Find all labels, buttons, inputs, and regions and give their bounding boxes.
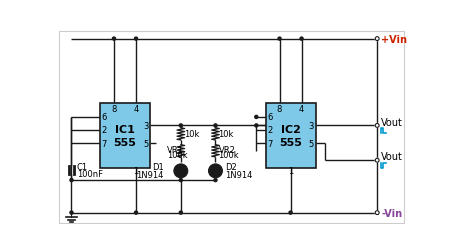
Text: 100k: 100k xyxy=(166,150,187,160)
Circle shape xyxy=(70,179,73,182)
Text: 2: 2 xyxy=(101,126,106,135)
Bar xyxy=(265,103,315,168)
Text: 1: 1 xyxy=(133,167,138,176)
Text: 100k: 100k xyxy=(218,150,239,160)
Text: 8: 8 xyxy=(276,105,281,114)
Text: 3: 3 xyxy=(143,121,148,130)
Circle shape xyxy=(374,159,378,163)
Text: 5: 5 xyxy=(143,139,148,148)
Circle shape xyxy=(70,211,73,214)
Text: VR1: VR1 xyxy=(166,145,184,154)
Circle shape xyxy=(213,179,216,182)
Circle shape xyxy=(179,179,182,182)
Circle shape xyxy=(134,211,137,214)
Polygon shape xyxy=(177,169,184,173)
Circle shape xyxy=(254,116,257,119)
Circle shape xyxy=(299,38,303,41)
Text: IC2
555: IC2 555 xyxy=(279,124,301,147)
Circle shape xyxy=(112,38,115,41)
Circle shape xyxy=(179,124,182,128)
Text: 10k: 10k xyxy=(218,130,234,139)
Text: 1N914: 1N914 xyxy=(224,171,252,179)
Text: 3: 3 xyxy=(308,121,313,130)
Text: 4: 4 xyxy=(133,105,138,114)
Text: 6: 6 xyxy=(267,113,272,122)
Circle shape xyxy=(208,164,222,178)
Text: D1: D1 xyxy=(152,163,164,172)
Polygon shape xyxy=(211,169,219,173)
Text: 2: 2 xyxy=(267,126,272,135)
Text: 8: 8 xyxy=(111,105,116,114)
Text: 1N914: 1N914 xyxy=(136,171,164,179)
Circle shape xyxy=(374,38,378,41)
Text: 7: 7 xyxy=(101,139,106,148)
Circle shape xyxy=(134,38,137,41)
Text: 7: 7 xyxy=(267,139,272,148)
Text: Vout: Vout xyxy=(380,117,402,127)
Text: 100nF: 100nF xyxy=(77,170,103,179)
Circle shape xyxy=(254,124,257,128)
Text: VR2: VR2 xyxy=(218,145,235,154)
Circle shape xyxy=(277,38,281,41)
Circle shape xyxy=(179,211,182,214)
Text: 4: 4 xyxy=(298,105,304,114)
Text: 1: 1 xyxy=(287,167,293,176)
Text: IC1
555: IC1 555 xyxy=(113,124,136,147)
Bar xyxy=(100,103,150,168)
Text: 10k: 10k xyxy=(184,130,199,139)
Circle shape xyxy=(374,211,378,215)
Text: Vout: Vout xyxy=(380,152,402,162)
Circle shape xyxy=(288,211,291,214)
Circle shape xyxy=(213,124,216,128)
Text: C1: C1 xyxy=(77,162,88,171)
Text: +Vin: +Vin xyxy=(380,35,406,44)
Circle shape xyxy=(174,164,187,178)
Text: D2: D2 xyxy=(224,163,236,172)
Circle shape xyxy=(374,124,378,128)
Text: -Vin: -Vin xyxy=(380,208,401,218)
Text: 5: 5 xyxy=(308,139,313,148)
Text: 6: 6 xyxy=(101,113,106,122)
